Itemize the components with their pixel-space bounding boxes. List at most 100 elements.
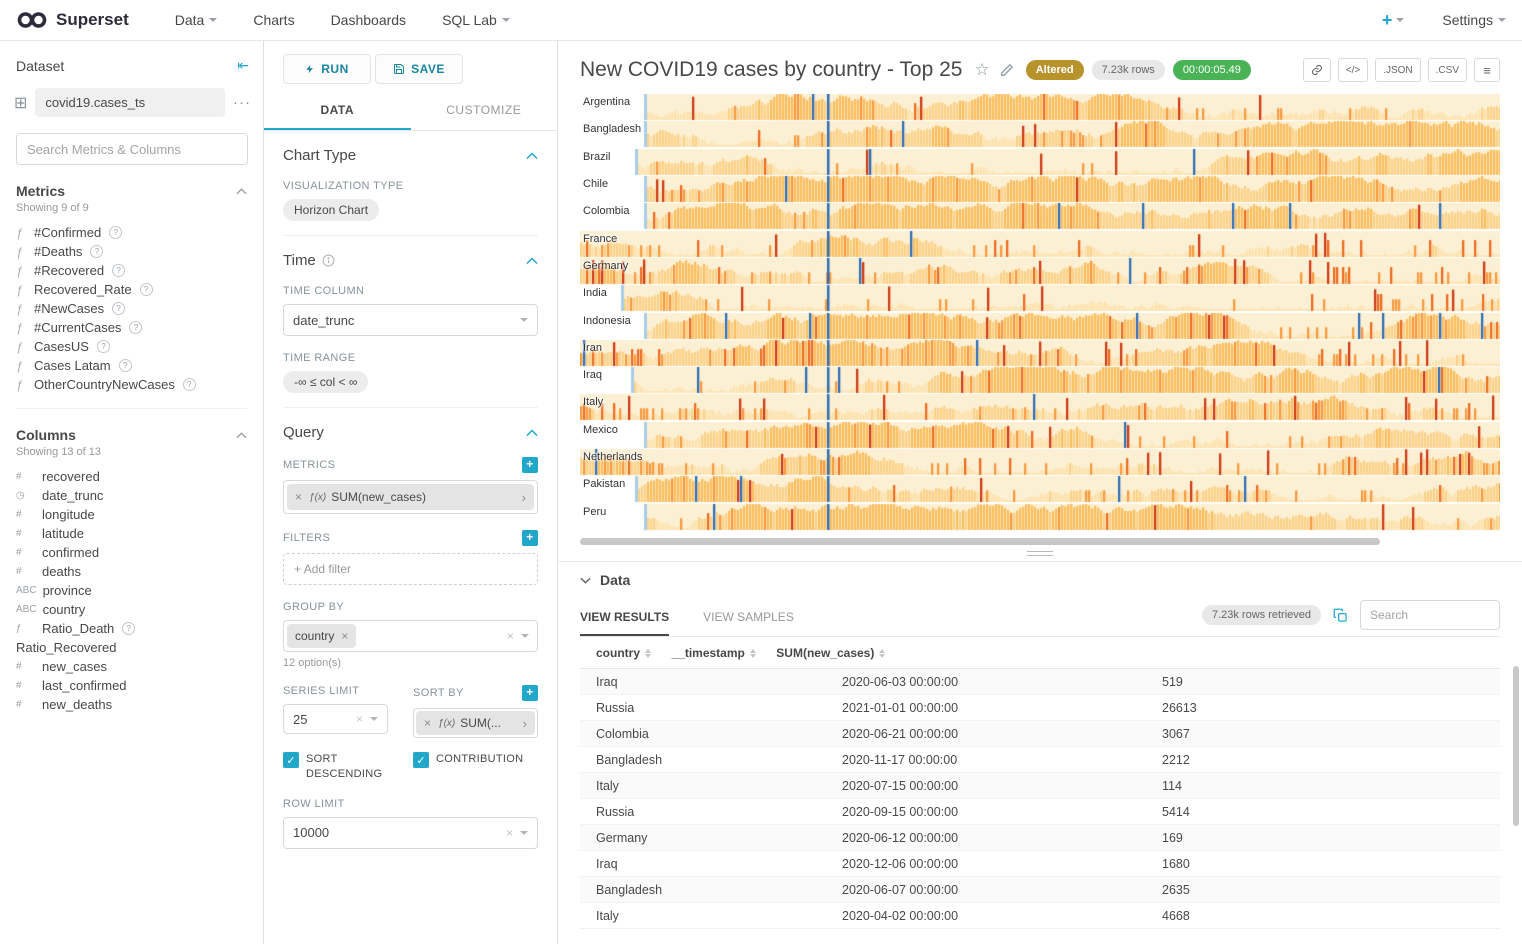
- column-item[interactable]: Ratio_Recovered: [16, 638, 247, 657]
- table-row[interactable]: Russia 2020-09-15 00:00:00 5414: [580, 799, 1500, 825]
- help-icon[interactable]: ?: [119, 359, 132, 372]
- expand-metric-icon[interactable]: ›: [522, 490, 526, 505]
- chevron-up-icon[interactable]: [526, 152, 538, 160]
- horizon-chart[interactable]: [580, 94, 1500, 531]
- results-vertical-scrollbar[interactable]: [1513, 666, 1519, 826]
- sort-icon[interactable]: [879, 649, 885, 658]
- remove-tag-icon[interactable]: ×: [341, 629, 348, 643]
- group-by-tag[interactable]: country ×: [287, 624, 356, 648]
- nav-item[interactable]: Data: [175, 12, 218, 28]
- help-icon[interactable]: ?: [129, 321, 142, 334]
- time-range-value[interactable]: -∞ ≤ col < ∞: [283, 371, 368, 393]
- scrollbar-thumb[interactable]: [580, 538, 1380, 545]
- column-item[interactable]: ƒ Ratio_Death ?: [16, 619, 247, 638]
- chart-horizontal-scrollbar[interactable]: [580, 538, 1500, 545]
- favorite-star-icon[interactable]: ☆: [974, 60, 989, 80]
- sort-by-pill[interactable]: × ƒ(x) SUM(... ›: [416, 711, 535, 735]
- remove-metric-icon[interactable]: ×: [295, 490, 302, 504]
- column-item[interactable]: # new_cases: [16, 657, 247, 676]
- export-csv-button[interactable]: .CSV: [1428, 58, 1467, 82]
- sort-by-control[interactable]: × ƒ(x) SUM(... ›: [413, 708, 538, 738]
- metric-item[interactable]: ƒ CasesUS ?: [16, 337, 247, 356]
- copy-link-button[interactable]: [1303, 58, 1331, 82]
- table-row[interactable]: Colombia 2020-06-21 00:00:00 3067: [580, 721, 1500, 747]
- series-limit-select[interactable]: 25 ×: [283, 704, 388, 734]
- metric-item[interactable]: ƒ #Confirmed ?: [16, 223, 247, 242]
- column-item[interactable]: ABC country: [16, 600, 247, 619]
- viz-type-value[interactable]: Horizon Chart: [283, 199, 379, 221]
- group-by-control[interactable]: country × ×: [283, 620, 538, 652]
- run-button[interactable]: RUN: [283, 54, 371, 84]
- panel-resize-handle[interactable]: [558, 545, 1522, 561]
- column-item[interactable]: # recovered: [16, 467, 247, 486]
- tab-view-samples[interactable]: VIEW SAMPLES: [703, 602, 794, 634]
- help-icon[interactable]: ?: [97, 340, 110, 353]
- superset-brand[interactable]: Superset: [16, 10, 129, 30]
- table-row[interactable]: Italy 2020-04-02 00:00:00 4668: [580, 903, 1500, 929]
- embed-code-button[interactable]: </>: [1338, 58, 1368, 82]
- metric-item[interactable]: ƒ OtherCountryNewCases ?: [16, 375, 247, 394]
- table-row[interactable]: Italy 2020-07-15 00:00:00 114: [580, 773, 1500, 799]
- metric-item[interactable]: ƒ Recovered_Rate ?: [16, 280, 247, 299]
- help-icon[interactable]: ?: [140, 283, 153, 296]
- chevron-down-icon[interactable]: [580, 577, 591, 584]
- add-filter-button[interactable]: +: [522, 530, 538, 546]
- table-row[interactable]: Germany 2020-06-12 00:00:00 169: [580, 825, 1500, 851]
- column-item[interactable]: # confirmed: [16, 543, 247, 562]
- table-row[interactable]: Russia 2021-01-01 00:00:00 26613: [580, 695, 1500, 721]
- table-row[interactable]: Bangladesh 2020-11-17 00:00:00 2212: [580, 747, 1500, 773]
- altered-badge[interactable]: Altered: [1026, 60, 1084, 80]
- contribution-checkbox[interactable]: ✓: [413, 752, 429, 768]
- clear-icon[interactable]: ×: [507, 629, 514, 643]
- column-item[interactable]: ◷ date_trunc: [16, 486, 247, 505]
- metric-pill[interactable]: × ƒ(x) SUM(new_cases) ›: [287, 484, 534, 510]
- results-search-input[interactable]: [1360, 600, 1500, 630]
- copy-results-button[interactable]: [1333, 608, 1348, 623]
- expand-sort-icon[interactable]: ›: [523, 716, 527, 731]
- column-header[interactable]: SUM(new_cases): [760, 637, 885, 668]
- help-icon[interactable]: ?: [109, 226, 122, 239]
- tab-view-results[interactable]: VIEW RESULTS: [580, 602, 669, 636]
- add-filter-dropzone[interactable]: + Add filter: [283, 553, 538, 585]
- column-item[interactable]: # deaths: [16, 562, 247, 581]
- settings-menu[interactable]: Settings: [1442, 12, 1506, 28]
- chevron-up-icon[interactable]: [236, 432, 247, 439]
- table-row[interactable]: Iraq 2020-12-06 00:00:00 1680: [580, 851, 1500, 877]
- help-icon[interactable]: ?: [90, 245, 103, 258]
- nav-item[interactable]: Dashboards: [331, 12, 407, 28]
- sort-icon[interactable]: [645, 649, 651, 658]
- help-icon[interactable]: ?: [112, 302, 125, 315]
- nav-item[interactable]: SQL Lab: [442, 12, 510, 28]
- dataset-name[interactable]: covid19.cases_ts: [35, 88, 225, 117]
- column-item[interactable]: ABC province: [16, 581, 247, 600]
- column-item[interactable]: # last_confirmed: [16, 676, 247, 695]
- chevron-up-icon[interactable]: [236, 188, 247, 195]
- clear-icon[interactable]: ×: [356, 712, 363, 726]
- sort-icon[interactable]: [750, 649, 756, 658]
- chevron-up-icon[interactable]: [526, 429, 538, 437]
- collapse-panel-icon[interactable]: ⇤: [237, 57, 249, 74]
- metric-item[interactable]: ƒ #Recovered ?: [16, 261, 247, 280]
- column-item[interactable]: # latitude: [16, 524, 247, 543]
- dataset-more-icon[interactable]: ···: [233, 94, 251, 111]
- chevron-up-icon[interactable]: [526, 257, 538, 265]
- help-icon[interactable]: ?: [183, 378, 196, 391]
- metric-item[interactable]: ƒ Cases Latam ?: [16, 356, 247, 375]
- add-sort-button[interactable]: +: [522, 685, 538, 701]
- column-header[interactable]: country: [580, 637, 651, 668]
- column-header[interactable]: __timestamp: [655, 637, 755, 668]
- tab-customize[interactable]: CUSTOMIZE: [411, 94, 558, 130]
- sort-descending-checkbox[interactable]: ✓: [283, 752, 299, 768]
- metric-item[interactable]: ƒ #CurrentCases ?: [16, 318, 247, 337]
- new-item-button[interactable]: +: [1382, 10, 1405, 31]
- clear-icon[interactable]: ×: [506, 826, 513, 840]
- table-row[interactable]: Iraq 2020-06-03 00:00:00 519: [580, 669, 1500, 695]
- edit-title-icon[interactable]: [1000, 63, 1014, 77]
- help-icon[interactable]: ?: [122, 622, 135, 635]
- column-item[interactable]: # longitude: [16, 505, 247, 524]
- row-limit-select[interactable]: 10000 ×: [283, 817, 538, 849]
- remove-sort-icon[interactable]: ×: [424, 716, 431, 730]
- time-column-select[interactable]: date_trunc: [283, 304, 538, 336]
- tab-data[interactable]: DATA: [264, 94, 411, 130]
- metric-item[interactable]: ƒ #NewCases ?: [16, 299, 247, 318]
